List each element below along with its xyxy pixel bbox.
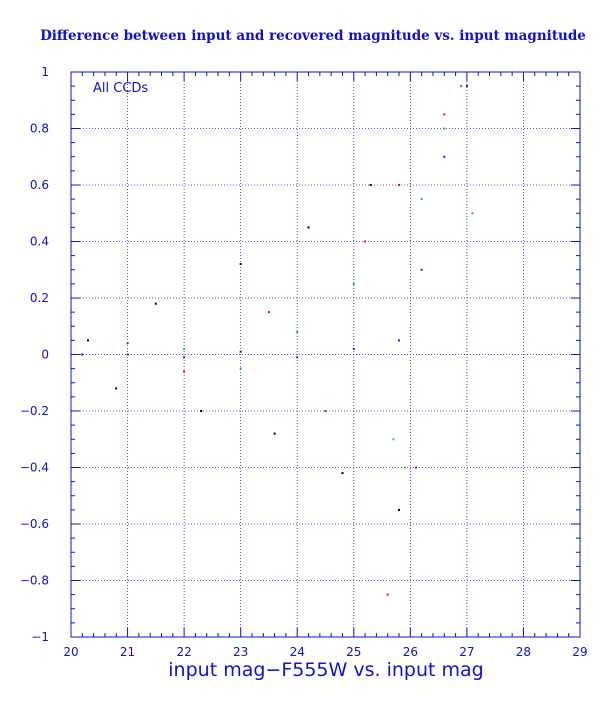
y-tick-label: −0.4 [20, 461, 49, 475]
scatter-point [341, 472, 344, 475]
scatter-point [386, 593, 389, 596]
scatter-point [81, 353, 84, 356]
y-tick-label: 0.6 [30, 178, 49, 192]
scatter-point [460, 85, 463, 88]
scatter-point [324, 410, 327, 412]
y-tick-label: 0.2 [30, 291, 49, 305]
x-tick-label: 28 [516, 645, 531, 659]
y-tick-label: −0.6 [20, 517, 49, 531]
chart-title: Difference between input and recovered m… [40, 28, 586, 44]
x-tick-label: 29 [572, 645, 587, 659]
scatter-point [443, 113, 446, 116]
x-tick-label: 25 [346, 645, 361, 659]
scatter-point [352, 347, 355, 350]
scatter-point [364, 240, 367, 243]
scatter-point [183, 347, 186, 350]
x-tick-label: 23 [233, 645, 248, 659]
scatter-point [307, 226, 310, 229]
y-tick-label: −1 [31, 630, 49, 644]
scatter-point [420, 198, 423, 201]
x-tick-label: 22 [176, 645, 191, 659]
scatter-point [267, 311, 270, 314]
x-tick-label: 20 [63, 645, 78, 659]
scatter-point [126, 353, 129, 356]
scatter-point [239, 350, 242, 353]
scatter-point [154, 302, 157, 305]
scatter-point [471, 212, 474, 215]
scatter-point [296, 330, 299, 333]
scatter-point [443, 127, 446, 130]
scatter-point [273, 432, 276, 435]
scatter-point [398, 184, 400, 186]
scatter-point [352, 282, 355, 285]
y-tick-label: 0.4 [30, 235, 49, 249]
scatter-point [465, 85, 468, 88]
scatter-point [392, 438, 395, 441]
scatter-point [200, 410, 203, 412]
scatter-point [398, 339, 400, 342]
axis-ticks: −1 −0.8 −0.6 −0.4 −0.2 0 0.2 0.4 0.6 0.8 1 20 21 22 23… [20, 65, 588, 659]
scatter-point [239, 263, 242, 266]
scatter-point [183, 356, 186, 359]
x-axis-label: input mag−F555W vs. input mag [168, 659, 483, 681]
y-tick-label: 1 [41, 65, 49, 79]
scatter-point [115, 387, 118, 390]
y-tick-label: 0 [41, 348, 49, 362]
scatter-point [87, 339, 89, 342]
scatter-point [398, 508, 400, 511]
annotation-all-ccds: All CCDs [93, 81, 148, 96]
scatter-point [443, 155, 446, 158]
scatter-point [239, 367, 242, 370]
y-tick-label: −0.2 [20, 404, 49, 418]
y-tick-label: 0.8 [30, 122, 49, 136]
scatter-point [183, 370, 186, 373]
scatter-point [369, 184, 372, 186]
x-tick-label: 26 [403, 645, 418, 659]
scatter-point [420, 268, 423, 271]
y-tick-label: −0.8 [20, 574, 49, 588]
x-tick-label: 24 [290, 645, 305, 659]
x-tick-label: 21 [120, 645, 135, 659]
x-tick-label: 27 [459, 645, 474, 659]
data-points [81, 85, 474, 596]
plot-area: −1 −0.8 −0.6 −0.4 −0.2 0 0.2 0.4 0.6 0.8 1 20 21 22 23… [20, 65, 588, 659]
scatter-point [403, 466, 406, 469]
scatter-point [296, 356, 299, 359]
scatter-point [126, 342, 129, 345]
scatter-point [415, 466, 417, 469]
